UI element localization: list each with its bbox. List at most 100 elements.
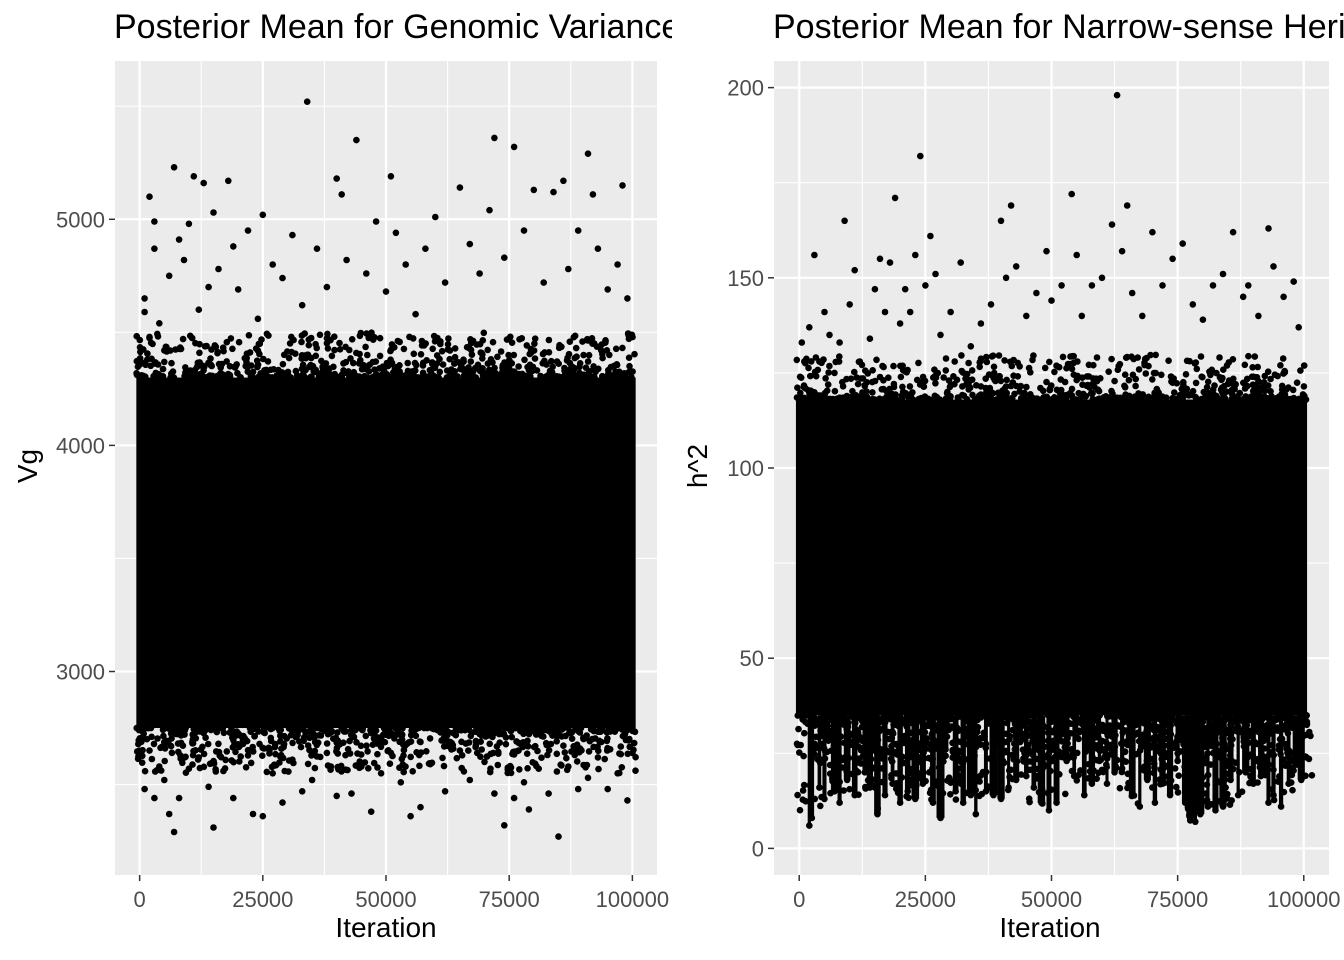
data-point	[919, 378, 926, 385]
data-point	[1129, 371, 1137, 379]
data-point	[949, 754, 956, 761]
data-point	[259, 744, 266, 752]
data-point	[1039, 387, 1047, 395]
data-point	[1070, 371, 1078, 379]
data-point	[357, 751, 365, 758]
x-tick-label: 25000	[232, 887, 293, 912]
data-point	[215, 265, 222, 273]
data-point	[1051, 368, 1058, 376]
data-point	[1026, 395, 1033, 403]
data-point	[1075, 389, 1082, 397]
data-point	[1037, 740, 1045, 747]
data-point	[303, 98, 311, 105]
data-point	[1112, 763, 1119, 770]
data-point	[1278, 390, 1286, 398]
data-point	[612, 345, 620, 353]
data-point	[542, 373, 550, 380]
data-point	[362, 374, 370, 381]
data-point	[1088, 780, 1096, 788]
x-tick-label: 75000	[479, 887, 540, 912]
data-point	[1245, 352, 1252, 360]
data-point	[1216, 354, 1223, 361]
data-point	[510, 794, 518, 802]
data-point	[441, 788, 449, 795]
data-point	[1241, 727, 1248, 734]
data-point	[1236, 396, 1243, 403]
data-point	[628, 331, 636, 339]
data-point	[1279, 355, 1287, 362]
data-point	[966, 384, 974, 392]
data-point	[1197, 353, 1205, 360]
spike-segment	[1236, 715, 1240, 796]
data-point	[1200, 738, 1208, 746]
data-point	[147, 724, 155, 732]
data-point	[1246, 779, 1253, 787]
data-point	[1116, 784, 1124, 792]
data-point	[836, 394, 843, 402]
data-point	[205, 283, 212, 291]
data-point	[1128, 353, 1135, 361]
data-point	[1158, 371, 1165, 379]
data-point	[304, 351, 312, 359]
data-point	[1186, 757, 1194, 764]
data-point	[460, 725, 468, 732]
data-point	[1016, 388, 1023, 395]
data-point	[412, 310, 419, 318]
data-point	[545, 349, 553, 356]
data-point	[1233, 718, 1241, 726]
data-point	[1186, 812, 1193, 819]
data-point	[584, 150, 592, 157]
data-point	[886, 259, 894, 266]
data-point	[372, 218, 380, 225]
data-point	[422, 245, 429, 252]
data-point	[1203, 781, 1211, 788]
data-point	[1280, 370, 1287, 377]
data-point	[1003, 376, 1010, 384]
data-point	[1264, 721, 1272, 729]
data-point	[1207, 761, 1214, 768]
data-point	[617, 743, 625, 750]
data-point	[1183, 357, 1191, 365]
data-point	[255, 728, 262, 735]
data-point	[141, 767, 149, 775]
data-point	[1271, 371, 1279, 379]
data-point	[888, 734, 896, 742]
data-point	[614, 770, 621, 777]
data-point	[568, 729, 576, 736]
spike-segment	[1186, 715, 1195, 818]
data-point	[929, 742, 937, 750]
data-point	[625, 354, 633, 362]
data-point	[1061, 749, 1068, 756]
data-point	[356, 332, 364, 340]
data-point	[1073, 777, 1081, 784]
data-point	[146, 747, 153, 754]
data-point	[1247, 765, 1255, 773]
data-point	[952, 796, 960, 803]
data-point	[826, 362, 833, 370]
data-point	[955, 749, 962, 756]
spike-segment	[1159, 715, 1166, 784]
data-point	[338, 191, 346, 198]
data-point	[595, 365, 602, 373]
data-point	[1192, 801, 1199, 808]
data-point	[325, 369, 333, 377]
data-point	[472, 364, 479, 372]
data-point	[553, 738, 560, 745]
data-point	[497, 348, 505, 355]
data-point	[463, 343, 471, 351]
data-point	[141, 295, 148, 302]
data-point	[386, 760, 394, 767]
data-point	[1297, 776, 1305, 784]
data-point	[1008, 362, 1016, 370]
data-point	[896, 320, 904, 327]
data-point	[1147, 351, 1154, 359]
data-point	[929, 715, 936, 723]
data-point	[808, 754, 816, 761]
data-point	[1018, 722, 1026, 729]
data-point	[564, 373, 572, 380]
data-point	[148, 733, 155, 741]
data-point	[323, 335, 331, 342]
data-point	[334, 729, 341, 736]
data-point	[466, 776, 474, 784]
data-point	[818, 793, 825, 801]
